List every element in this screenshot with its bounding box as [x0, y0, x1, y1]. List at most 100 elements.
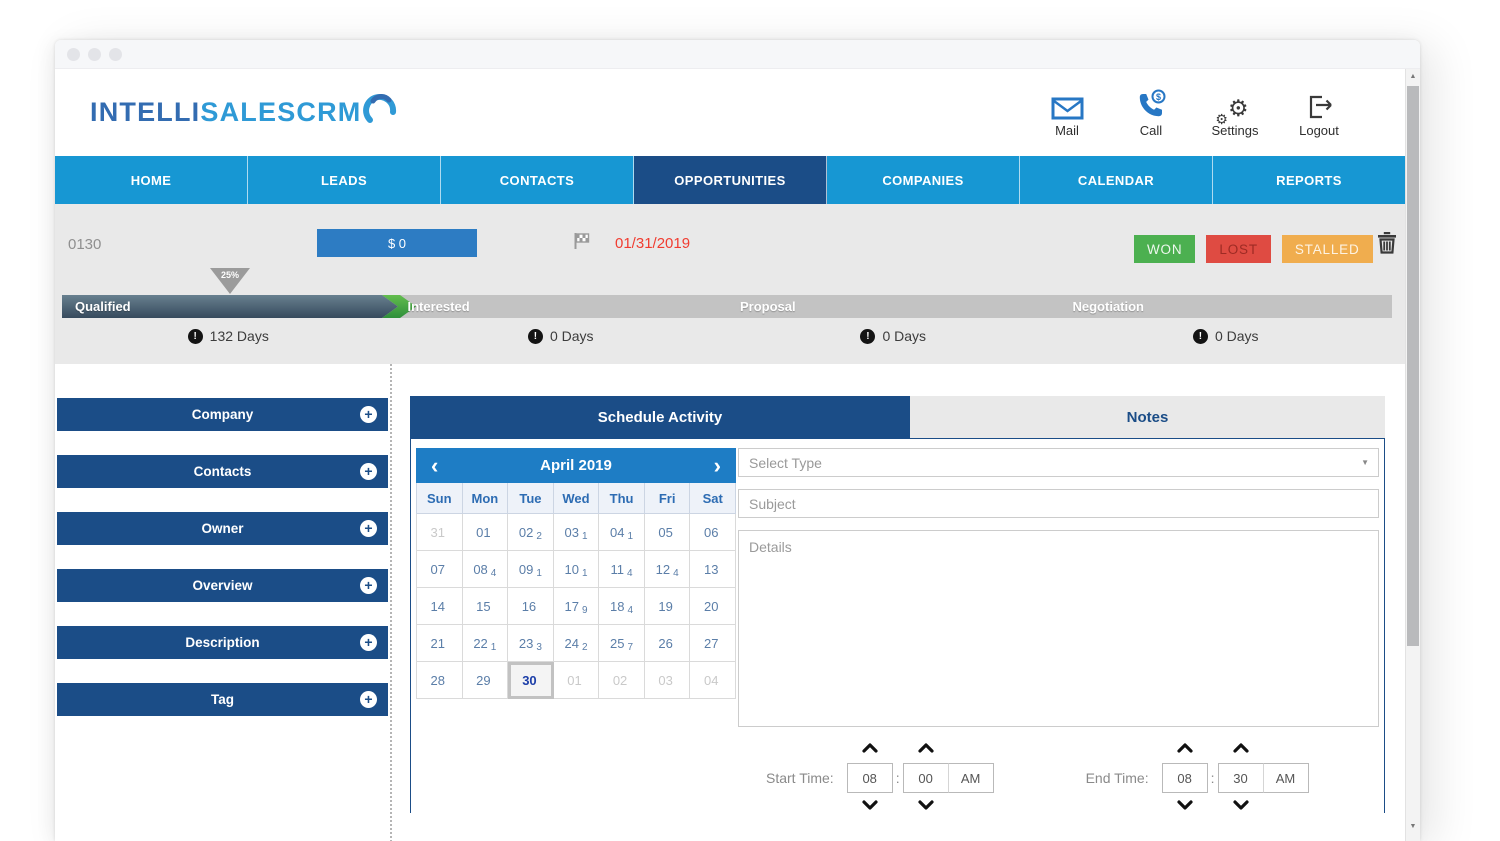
calendar-date-cell[interactable]: 31: [417, 514, 463, 551]
stage-days-row: ! 132 Days ! 0 Days ! 0 Days !: [62, 328, 1392, 344]
calendar-date-cell[interactable]: 05: [644, 514, 691, 551]
calendar-day-names: Sun Mon Tue Wed Thu Fri: [416, 483, 736, 514]
start-meridiem[interactable]: AM: [947, 763, 994, 793]
sidebar-section-button[interactable]: Owner +: [57, 512, 388, 545]
chevron-down-icon[interactable]: [1177, 798, 1193, 813]
calendar-date-cell[interactable]: 06: [690, 514, 736, 551]
window-control-dot[interactable]: [109, 47, 122, 61]
window-control-dot[interactable]: [88, 47, 101, 61]
calendar-date-cell[interactable]: 19: [644, 588, 691, 625]
calendar-date-cell[interactable]: 14: [417, 588, 463, 625]
calendar-date-cell[interactable]: 04: [690, 662, 736, 699]
start-minute-value[interactable]: 00: [902, 763, 949, 793]
panel-tab[interactable]: Schedule Activity: [410, 396, 910, 438]
calendar-date-cell[interactable]: 15: [462, 588, 509, 625]
calendar-date-cell[interactable]: 04 1: [599, 514, 645, 551]
chevron-up-icon[interactable]: [1232, 740, 1249, 758]
end-hour-value[interactable]: 08: [1161, 763, 1208, 793]
chevron-up-icon[interactable]: [1177, 740, 1193, 758]
nav-item[interactable]: CONTACTS: [441, 156, 634, 204]
calendar-date-cell[interactable]: 11 4: [599, 551, 645, 588]
delete-trash-icon[interactable]: [1377, 231, 1397, 259]
calendar-date-cell[interactable]: 12 4: [644, 551, 691, 588]
stage-segment[interactable]: Interested: [407, 299, 470, 314]
calendar-date-cell[interactable]: 27: [690, 625, 736, 662]
panel-tabs: Schedule Activity Notes: [410, 396, 1385, 438]
calendar-date-cell[interactable]: 29: [462, 662, 509, 699]
sidebar-section-button[interactable]: Overview +: [57, 569, 388, 602]
nav-item[interactable]: CALENDAR: [1020, 156, 1213, 204]
calendar-prev-icon[interactable]: ‹: [431, 452, 439, 478]
end-minute-value[interactable]: 30: [1217, 763, 1264, 793]
calendar-date-cell[interactable]: 07: [417, 551, 463, 588]
calendar-date-cell[interactable]: 26: [644, 625, 691, 662]
calendar-date-cell[interactable]: 17 9: [553, 588, 600, 625]
call-button[interactable]: $ Call: [1127, 88, 1175, 138]
subject-input[interactable]: [738, 489, 1379, 518]
chevron-down-icon[interactable]: [917, 798, 934, 813]
calendar-date-cell[interactable]: 20: [690, 588, 736, 625]
calendar-date-cell[interactable]: 03: [644, 662, 691, 699]
window-control-dot[interactable]: [67, 47, 80, 61]
chevron-up-icon[interactable]: [917, 740, 934, 758]
sidebar-section-button[interactable]: Tag +: [57, 683, 388, 716]
vertical-scrollbar[interactable]: ▲ ▼: [1405, 69, 1420, 841]
sidebar-section-button[interactable]: Contacts +: [57, 455, 388, 488]
nav-item[interactable]: OPPORTUNITIES: [634, 156, 827, 204]
calendar-date-cell[interactable]: 02 2: [508, 514, 554, 551]
scrollbar-thumb[interactable]: [1407, 86, 1419, 646]
calendar-date-cell[interactable]: 28: [417, 662, 463, 699]
calendar-date-cell[interactable]: 01: [553, 662, 600, 699]
nav-item[interactable]: HOME: [55, 156, 248, 204]
calendar-date-cell[interactable]: 25 7: [599, 625, 645, 662]
plus-circle-icon: +: [360, 520, 377, 537]
chevron-down-icon[interactable]: [1232, 798, 1249, 813]
amount-button[interactable]: $ 0: [317, 229, 477, 257]
start-minute-stepper: 00: [902, 740, 949, 813]
stage-segment[interactable]: Negotiation: [1072, 299, 1145, 314]
calendar-date-cell[interactable]: 13: [690, 551, 736, 588]
mail-button[interactable]: Mail: [1043, 88, 1091, 138]
scroll-down-arrow-icon[interactable]: ▼: [1409, 823, 1417, 830]
calendar-date-cell[interactable]: 10 1: [553, 551, 600, 588]
calendar-date-cell[interactable]: 18 4: [599, 588, 645, 625]
settings-button[interactable]: ⚙ ⚙ Settings: [1211, 88, 1259, 138]
chevron-up-icon[interactable]: [862, 740, 878, 758]
details-textarea[interactable]: [738, 530, 1379, 727]
stage-segment[interactable]: Qualified: [75, 299, 131, 314]
calendar-date-cell[interactable]: 23 3: [508, 625, 554, 662]
chevron-down-icon[interactable]: [862, 798, 878, 813]
calendar-date-cell[interactable]: 24 2: [553, 625, 600, 662]
calendar-date-cell[interactable]: 22 1: [462, 625, 509, 662]
nav-item[interactable]: REPORTS: [1213, 156, 1405, 204]
calendar-day-name: Sat: [690, 483, 736, 514]
sidebar-section-button[interactable]: Description +: [57, 626, 388, 659]
logout-button[interactable]: Logout: [1295, 88, 1343, 138]
scroll-up-arrow-icon[interactable]: ▲: [1409, 73, 1417, 80]
calendar-date-cell[interactable]: 21: [417, 625, 463, 662]
calendar-date-cell[interactable]: 30: [508, 662, 554, 699]
close-date[interactable]: 01/31/2019: [615, 235, 691, 252]
panel-tab[interactable]: Notes: [910, 396, 1385, 438]
sidebar-section-button[interactable]: Company +: [57, 398, 388, 431]
calendar-date: 23: [518, 635, 534, 651]
nav-item[interactable]: LEADS: [248, 156, 441, 204]
calendar-event-count: 4: [627, 567, 633, 579]
calendar-date-cell[interactable]: 09 1: [508, 551, 554, 588]
call-icon: $: [1136, 88, 1167, 120]
status-button[interactable]: WON: [1134, 235, 1196, 263]
nav-item[interactable]: COMPANIES: [827, 156, 1020, 204]
status-button[interactable]: STALLED: [1281, 235, 1373, 263]
start-hour-value[interactable]: 08: [846, 763, 893, 793]
calendar-date-cell[interactable]: 16: [508, 588, 554, 625]
calendar-next-icon[interactable]: ›: [713, 452, 721, 478]
stage-segment[interactable]: Proposal: [740, 299, 796, 314]
calendar-date-cell[interactable]: 03 1: [553, 514, 600, 551]
status-button[interactable]: LOST: [1206, 235, 1271, 263]
calendar-date-cell[interactable]: 02: [599, 662, 645, 699]
calendar-date-cell[interactable]: 01: [462, 514, 509, 551]
plus-circle-icon: +: [360, 577, 377, 594]
calendar-date-cell[interactable]: 08 4: [462, 551, 509, 588]
select-type-dropdown[interactable]: Select Type ▼: [738, 448, 1379, 477]
end-meridiem[interactable]: AM: [1262, 763, 1309, 793]
